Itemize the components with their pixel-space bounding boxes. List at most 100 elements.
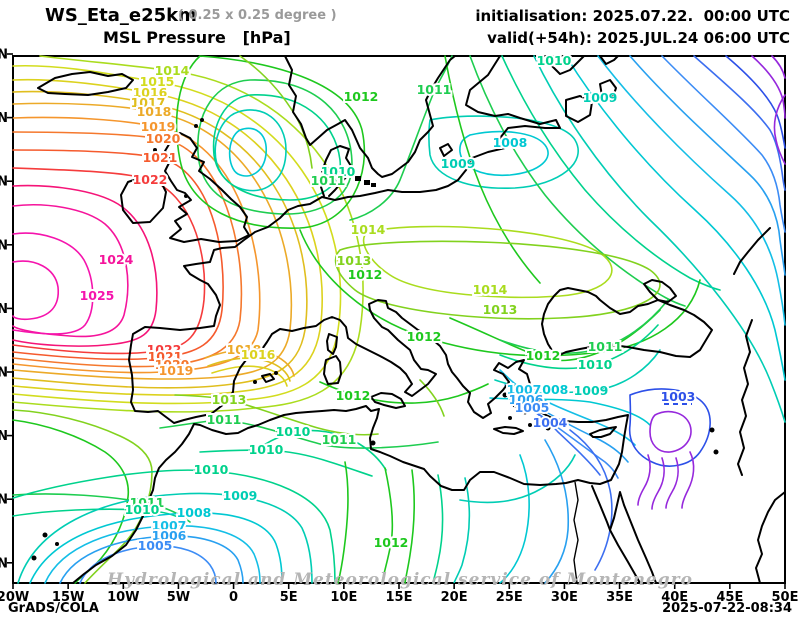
x-axis-label: 20W	[0, 590, 29, 605]
y-axis-label: 25N	[0, 556, 8, 571]
contour-label: 1011	[417, 82, 452, 97]
contour-label: 1006	[509, 392, 544, 407]
coast-whitesea	[544, 55, 619, 75]
coast-scandinavia	[284, 55, 456, 178]
contour-label: 1012	[348, 267, 383, 282]
coast-nile	[573, 481, 579, 584]
contour-label: 1010	[578, 357, 613, 372]
x-axis-label: 45E	[716, 590, 743, 605]
coast-baltic-europe-africa	[72, 55, 629, 584]
coast-mallorca	[261, 373, 275, 383]
y-axis-label: 45N	[0, 302, 8, 317]
contour-label: 1014	[155, 63, 190, 78]
contour-label: 1009	[574, 383, 609, 398]
coast-iceland	[37, 71, 134, 96]
coast-blacksea	[541, 287, 713, 359]
contour-label: 1005	[138, 538, 173, 553]
model-title: WS_Eta_e25km	[45, 5, 197, 26]
contour-label: 1020	[146, 131, 181, 146]
contour-label: 1012	[344, 89, 379, 104]
x-axis-label: 10E	[330, 590, 357, 605]
coast-sicily	[370, 392, 406, 409]
coast-azov	[643, 279, 677, 303]
isobar-contours	[12, 55, 786, 584]
generator-credit: GrADS/COLA	[8, 601, 99, 616]
x-axis-label: 20E	[441, 590, 468, 605]
y-axis-label: 40N	[0, 366, 8, 381]
contour-label: 1008	[493, 135, 528, 150]
contour-label: 1017	[131, 95, 166, 110]
valid-time: valid(+54h): 2025.JUL.24 06:00 UTC	[487, 29, 790, 47]
x-axis-label: 5E	[280, 590, 298, 605]
contour-label-layer: 1014101510161017101810191020102110221012…	[78, 51, 698, 555]
contour-label: 1013	[483, 302, 518, 317]
contour-label: 1012	[374, 535, 409, 550]
x-axis-label: 15E	[386, 590, 413, 605]
contour-label: 1022	[133, 172, 168, 187]
coast-lake-onega	[599, 79, 617, 101]
contour-label: 1008	[177, 505, 212, 520]
coast-redsea	[591, 485, 657, 584]
contour-label: 1009	[583, 90, 618, 105]
contour-label: 1011	[207, 412, 242, 427]
coast-lake-ladoga	[565, 95, 593, 123]
x-axis-label: 15W	[52, 590, 84, 605]
contour-label: 1010	[276, 424, 311, 439]
contour-label: 1011	[130, 495, 165, 510]
coast-sardinia	[323, 355, 342, 385]
coast-corsica	[326, 333, 338, 355]
contour-label: 1010	[321, 164, 356, 179]
contour-label: 1012	[407, 329, 442, 344]
contour-label: 1009	[223, 488, 258, 503]
coastlines	[31, 55, 786, 584]
coast-cyprus	[589, 426, 617, 438]
contour-label: 1007	[152, 518, 187, 533]
initialisation-time: initialisation: 2025.07.22. 00:00 UTC	[475, 7, 790, 25]
contour-label: 1010	[249, 442, 284, 457]
x-axis-label: 0	[229, 590, 238, 605]
contour-label: 1008	[534, 382, 569, 397]
coast-caspian-nw	[733, 227, 771, 275]
contour-label: 1004	[533, 415, 568, 430]
x-axis-label: 10W	[107, 590, 139, 605]
contour-label: 1015	[140, 74, 175, 89]
y-axis-label: 60N	[0, 111, 8, 126]
coast-ireland	[120, 175, 167, 224]
contour-label: 1012	[336, 388, 371, 403]
contour-label: 1010	[194, 462, 229, 477]
contour-label: 1016	[241, 347, 276, 362]
y-axis-label: 55N	[0, 175, 8, 190]
contour-label: 1022	[147, 342, 182, 357]
contour-label: 1011	[588, 339, 623, 354]
x-axis-label: 5W	[167, 590, 190, 605]
contour-label: 1012	[526, 348, 561, 363]
contour-label: 1005	[515, 400, 550, 415]
coast-persian-gulf	[755, 491, 786, 584]
y-axis-label: 50N	[0, 238, 8, 253]
field-title: MSL Pressure [hPa]	[103, 28, 291, 47]
contour-label: 1021	[148, 349, 183, 364]
contour-label: 1013	[337, 253, 372, 268]
coast-caspian-west	[737, 319, 753, 476]
coast-crete	[493, 426, 524, 435]
watermark: Hydrological and Meteorological service …	[106, 570, 693, 590]
x-axis-label: 40E	[661, 590, 688, 605]
coast-denmark	[319, 145, 352, 197]
contour-label: 1011	[322, 432, 357, 447]
coast-britain	[164, 132, 250, 243]
contour-label: 1014	[473, 282, 508, 297]
contour-label: 1014	[351, 222, 386, 237]
contour-label: 1021	[143, 150, 178, 165]
y-axis-label: 30N	[0, 493, 8, 508]
y-axis-label: 65N	[0, 48, 8, 63]
x-axis-label: 25E	[496, 590, 523, 605]
contour-label: 1013	[212, 392, 247, 407]
x-axis-label: 35E	[606, 590, 633, 605]
axis-marks: 20W 15W 10W 5W 0 5E 10E 15E 20E 25E 30E 35E 40E 45E 50…	[0, 48, 798, 606]
contour-label: 1006	[152, 528, 187, 543]
x-axis-label: 30E	[551, 590, 578, 605]
contour-label: 1025	[80, 288, 115, 303]
contour-label: 1019	[159, 363, 194, 378]
